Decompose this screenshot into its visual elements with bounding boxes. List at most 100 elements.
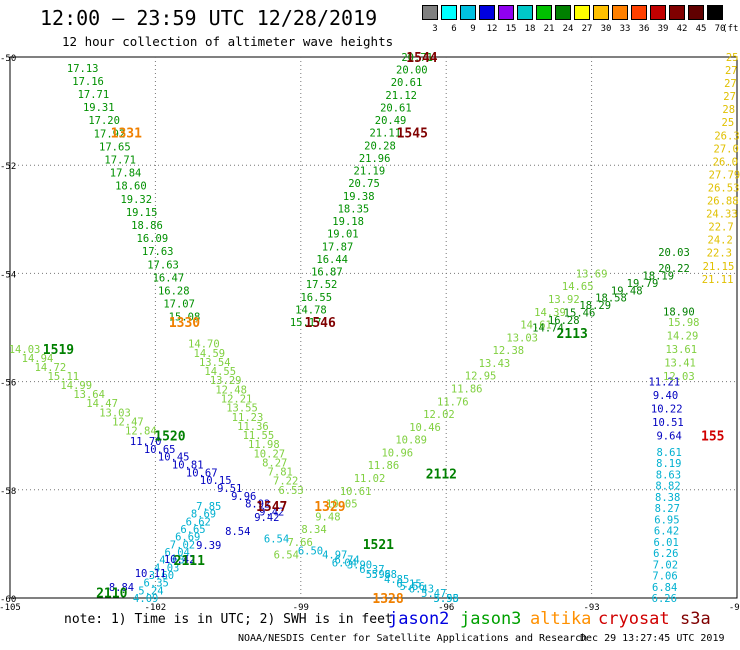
wave-height-value: 13.61 <box>665 344 697 356</box>
wave-height-value: 13.41 <box>664 358 696 370</box>
wave-height-value: 18.35 <box>338 203 370 215</box>
lat-label: -50 <box>0 54 16 64</box>
wave-height-value: 14.65 <box>562 281 594 293</box>
wave-height-value: 15.98 <box>668 317 700 329</box>
wave-height-value: 16.44 <box>316 254 348 266</box>
wave-height-value: 14.59 <box>194 348 226 360</box>
wave-height-value: 5.56 <box>400 581 425 593</box>
wave-height-value: 20.61 <box>391 77 423 89</box>
legend-value: 15 <box>505 24 517 34</box>
sat-altika-label: altika <box>530 609 592 629</box>
wave-height-value: 6.62 <box>186 516 211 528</box>
map-title: 12:00 – 23:59 UTC 12/28/2019 <box>40 6 378 30</box>
legend-value: 42 <box>676 24 688 34</box>
lat-label: -52 <box>0 162 16 172</box>
wave-height-value: 21.12 <box>385 90 417 102</box>
wave-height-value: 8.27 <box>262 457 287 469</box>
wave-height-value: 4.63 <box>159 555 184 567</box>
map-subtitle: 12 hour collection of altimeter wave hei… <box>62 34 394 49</box>
wave-height-value: 21.96 <box>359 153 391 165</box>
wave-height-value: 17.84 <box>110 168 142 180</box>
legend-value: 36 <box>638 24 650 34</box>
wave-height-value: 14.74 <box>532 323 564 335</box>
wave-height-value: 6.69 <box>175 532 200 544</box>
wave-height-value: 11.02 <box>354 473 386 485</box>
wave-height-value: 12.38 <box>493 345 525 357</box>
legend-swatch <box>612 5 628 20</box>
wave-height-value: 12.84 <box>125 425 157 437</box>
wave-height-value: 26.0 <box>713 156 738 168</box>
legend-value: 39 <box>657 24 669 34</box>
wave-height-value: 10.11 <box>135 568 167 580</box>
wave-height-value: 4.97 <box>322 550 347 562</box>
wave-height-value: 8.84 <box>109 582 134 594</box>
wave-height-value: 17.16 <box>72 76 104 88</box>
wave-height-value: 14.39 <box>534 307 566 319</box>
footer-credit: NOAA/NESDIS Center for Satellite Applica… <box>238 633 588 644</box>
legend-value: 27 <box>581 24 593 34</box>
wave-height-value: 27 <box>723 91 736 103</box>
wave-height-value: 11.76 <box>437 396 469 408</box>
lon-label: -102 <box>145 603 167 613</box>
sat-cryosat-label: cryosat <box>598 609 670 629</box>
sat-s3a-label: s3a <box>680 609 711 629</box>
wave-height-value: 10.65 <box>144 444 176 456</box>
wave-height-value: 12.03 <box>663 371 695 383</box>
wave-height-value: 17.71 <box>104 155 136 167</box>
wave-height-value: 17.63 <box>142 246 174 258</box>
wave-height-value: 5.98 <box>434 593 459 605</box>
wave-height-value: 16.55 <box>300 292 332 304</box>
wave-height-value: 15.08 <box>169 312 201 324</box>
wave-height-value: 4.03 <box>154 562 179 574</box>
wave-height-value: 11.98 <box>248 439 280 451</box>
wave-height-value: 14.99 <box>60 380 92 392</box>
wave-height-value: 21.15 <box>703 261 735 273</box>
legend-swatch <box>536 5 552 20</box>
wave-height-value: 6.74 <box>334 555 359 567</box>
pass-time-label: 1330 <box>169 316 200 331</box>
pass-time-label: 155 <box>701 430 724 445</box>
wave-height-value: 12.95 <box>465 371 497 383</box>
footer-note: note: 1) Time is in UTC; 2) SWH is in fe… <box>64 612 393 627</box>
legend-value: 30 <box>600 24 612 34</box>
wave-height-value: 15.46 <box>564 308 596 320</box>
wave-height-value: 14.29 <box>667 331 699 343</box>
wave-height-value: 13.43 <box>479 358 511 370</box>
wave-height-value: 25 <box>722 117 735 129</box>
wave-height-value: 10.42 <box>164 554 196 566</box>
wave-height-value: 18.58 <box>595 293 627 305</box>
wave-height-value: 12.02 <box>423 409 455 421</box>
lon-label: -93 <box>583 603 599 613</box>
wave-height-value: 10.05 <box>326 499 358 511</box>
wave-height-value: 10.67 <box>186 467 218 479</box>
wave-height-value: 5.47 <box>421 588 446 600</box>
wave-height-value: 28 <box>722 104 735 116</box>
wave-height-value: 3.90 <box>347 559 372 571</box>
wave-height-value: 6.65 <box>180 524 205 536</box>
wave-height-value: 14.47 <box>86 398 118 410</box>
wave-height-value: 5.88 <box>372 569 397 581</box>
wave-height-value: 14.72 <box>35 362 67 374</box>
wave-height-value: 4.85 <box>384 574 409 586</box>
wave-height-value: 6.84 <box>652 582 677 594</box>
wave-height-value: 15.17 <box>290 317 322 329</box>
wave-height-value: 13.03 <box>506 332 538 344</box>
legend-unit: (ft) <box>722 24 740 34</box>
legend-swatch <box>574 5 590 20</box>
wave-height-value: 18.19 <box>642 270 674 282</box>
wave-height-value: 11.36 <box>237 421 269 433</box>
wave-height-value: 20.71 <box>401 52 433 64</box>
lon-label: -105 <box>0 603 21 613</box>
legend-swatch <box>422 5 438 20</box>
pass-time-label: 1520 <box>154 430 185 445</box>
wave-height-value: 24.33 <box>706 209 738 221</box>
wave-height-value: 14.94 <box>22 353 54 365</box>
wave-height-value: 3.60 <box>149 570 174 582</box>
wave-height-value: 16.47 <box>153 272 185 284</box>
wave-height-value: 16.09 <box>137 233 169 245</box>
lon-label: -99 <box>293 603 309 613</box>
wave-height-value: 17.63 <box>147 259 179 271</box>
wave-height-value: 8.19 <box>656 458 681 470</box>
wave-height-value: 9.42 <box>259 506 284 518</box>
wave-height-value: 6.95 <box>654 514 679 526</box>
